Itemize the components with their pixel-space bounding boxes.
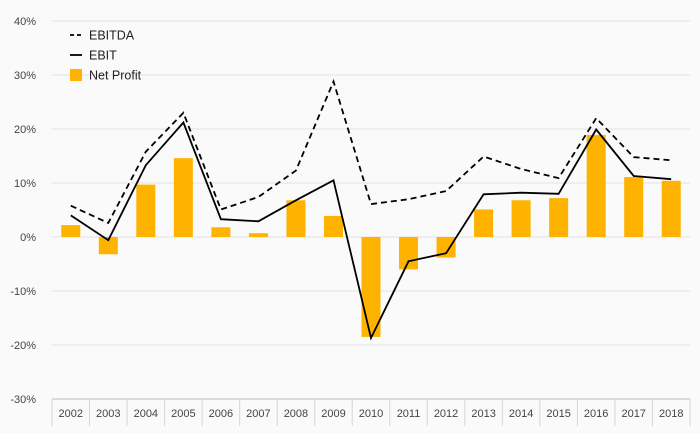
bar-net-profit: [624, 177, 644, 237]
net-profit-bars: [61, 134, 681, 337]
x-tick-label: 2016: [584, 408, 608, 420]
bar-net-profit: [511, 200, 531, 237]
x-tick-label: 2007: [246, 408, 270, 420]
bar-net-profit: [361, 237, 381, 337]
x-tick-label: 2018: [659, 408, 683, 420]
line-ebitda: [70, 78, 672, 225]
bar-net-profit: [586, 134, 606, 237]
x-axis: 2002 2003 2004 2005 2006 2007 2008 2009 2010 2011…: [51, 398, 691, 426]
bar-net-profit: [323, 215, 343, 237]
bar-net-profit: [136, 184, 156, 237]
x-tick-label: 2003: [96, 408, 120, 420]
x-tick-label: 2006: [209, 408, 233, 420]
y-tick-label: 0%: [20, 232, 36, 244]
y-tick-label: 20%: [14, 124, 36, 136]
y-tick-label: -10%: [10, 286, 36, 298]
legend-swatch-net-profit: [70, 69, 82, 81]
x-tick-label: 2014: [509, 408, 533, 420]
x-tick-label: 2011: [397, 408, 421, 420]
bar-net-profit: [248, 233, 268, 237]
y-tick-label: -20%: [10, 340, 36, 352]
bar-net-profit: [399, 237, 419, 270]
bar-net-profit: [211, 227, 231, 237]
y-tick-label: 30%: [14, 70, 36, 82]
line-ebit: [70, 120, 672, 341]
line-series: [70, 78, 672, 341]
bar-net-profit: [286, 200, 306, 237]
x-tick-label: 2017: [621, 408, 645, 420]
x-tick-label: 2005: [171, 408, 195, 420]
x-tick-label: 2009: [321, 408, 345, 420]
bar-net-profit: [661, 180, 681, 237]
bar-net-profit: [474, 209, 494, 237]
x-tick-label: 2002: [59, 408, 83, 420]
y-tick-label: 10%: [14, 178, 36, 190]
legend-label: Net Profit: [89, 69, 142, 83]
x-tick-label: 2012: [434, 408, 458, 420]
x-tick-label: 2015: [546, 408, 570, 420]
bar-net-profit: [549, 198, 569, 237]
legend: EBITDA EBIT Net Profit: [70, 29, 142, 83]
bar-net-profit: [61, 225, 81, 237]
bar-net-profit: [173, 158, 193, 237]
legend-label: EBITDA: [89, 29, 135, 43]
bar-net-profit: [98, 237, 118, 255]
x-tick-label: 2013: [471, 408, 495, 420]
x-tick-label: 2008: [284, 408, 308, 420]
bar-net-profit: [436, 237, 456, 258]
x-tick-label: 2004: [134, 408, 158, 420]
y-tick-label: 40%: [14, 16, 36, 28]
y-tick-label: -30%: [10, 394, 36, 406]
y-axis-ticks: -30% -20% -10% 0% 10% 20% 30% 40%: [10, 16, 36, 406]
x-tick-label: 2010: [359, 408, 383, 420]
legend-label: EBIT: [89, 49, 117, 63]
